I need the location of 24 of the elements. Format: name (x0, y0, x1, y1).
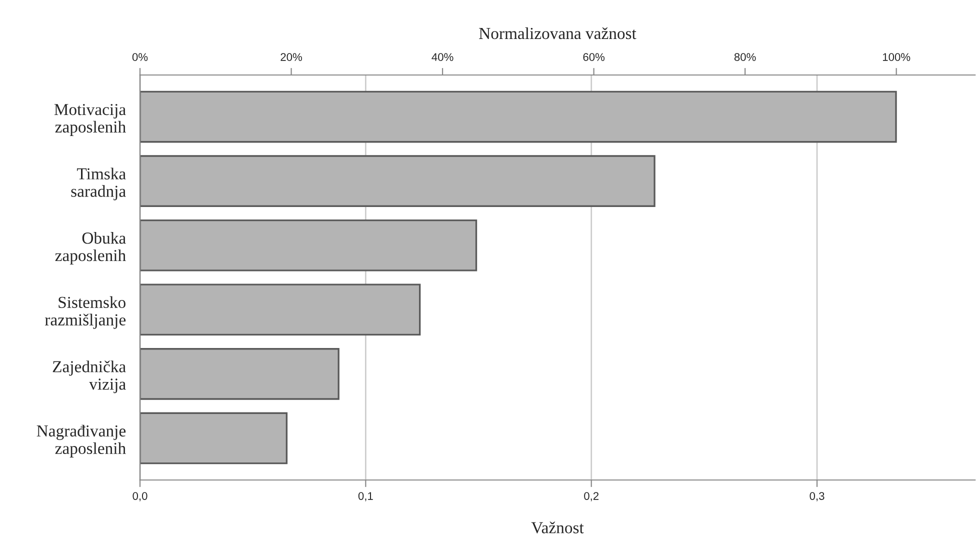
x-axis-title: Važnost (531, 522, 584, 534)
x2-tick-label: 100% (882, 53, 910, 61)
x2-tick-label: 40% (432, 53, 454, 61)
bar (140, 348, 340, 400)
bar (140, 284, 421, 336)
x-tick-label: 0,3 (810, 492, 824, 502)
x2-tick-label: 0% (132, 53, 148, 61)
x2-tick-label: 20% (280, 53, 302, 61)
y-tick-label: Nagrađivanje zaposlenih (36, 424, 126, 458)
bar (140, 155, 656, 207)
y-tick-label: Timska saradnja (71, 168, 126, 200)
y-tick-label: Obuka zaposlenih (55, 232, 126, 265)
x-tick-label: 0,1 (358, 492, 373, 502)
bar (140, 90, 897, 143)
x2-tick-label: 60% (583, 53, 605, 61)
y-tick-label: Motivacija zaposlenih (54, 104, 126, 136)
x2-tick-label: 80% (734, 53, 756, 61)
y-tick-label: Sistemsko razmišljanje (44, 296, 126, 329)
x-tick-label: 0,0 (132, 492, 148, 502)
x2-axis-title: Normalizovana važnost (479, 27, 636, 40)
bar (140, 412, 288, 464)
bar (140, 219, 478, 272)
y-tick-label: Zajednička vizija (52, 360, 126, 394)
x-tick-label: 0,2 (584, 492, 599, 502)
